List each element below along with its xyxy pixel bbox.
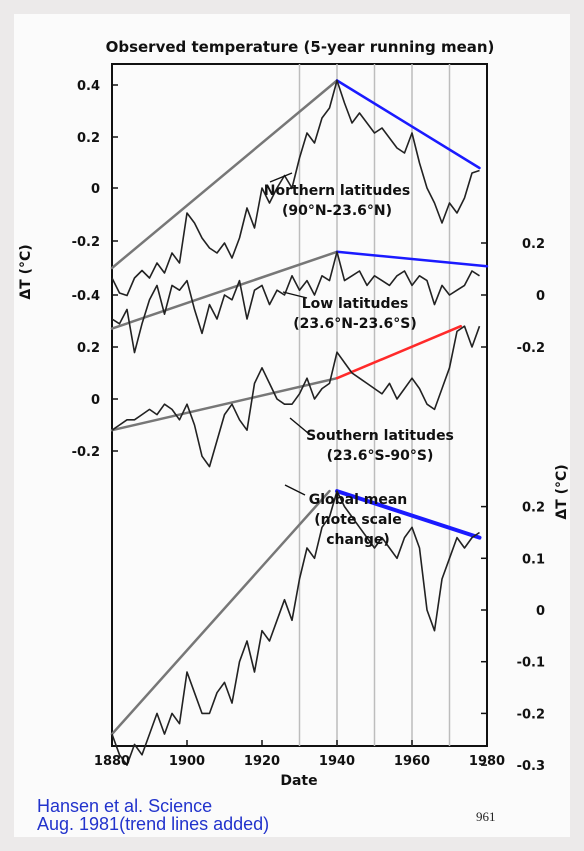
panel-label-northern-latitudes-2: (90°N-23.6°N) <box>282 203 392 219</box>
panel-label-global-mean-2: (note scale <box>314 512 401 528</box>
left-tick-label-1: 0.4 <box>77 79 100 94</box>
left-tick-label-5: -0.4 <box>72 289 100 304</box>
x-tick-label-1920: 1920 <box>244 754 280 769</box>
panel-label-southern-latitudes-1: Southern latitudes <box>306 428 454 444</box>
y-axis-label-right: ΔT (°C) <box>554 464 570 519</box>
left-tick-label-6: 0.2 <box>77 341 100 356</box>
right-low-tick-label-2: 0 <box>536 289 545 304</box>
page-number: 961 <box>476 809 496 824</box>
right-global-tick-label-2: 0.1 <box>522 552 545 567</box>
chart-title: Observed temperature (5-year running mea… <box>106 38 495 56</box>
right-global-tick-label-1: 0.2 <box>522 501 545 516</box>
caption-line-1: Hansen et al. Science <box>37 796 212 816</box>
left-tick-label-2: 0.2 <box>77 131 100 146</box>
right-low-tick-label-1: 0.2 <box>522 237 545 252</box>
left-tick-label-3: 0 <box>91 182 100 197</box>
panel-label-global-mean-1: Global mean <box>309 492 408 508</box>
trend-line-5 <box>110 376 339 432</box>
x-tick-label-1900: 1900 <box>169 754 205 769</box>
y-axis-label-left: ΔT (°C) <box>18 244 34 299</box>
x-tick-label-1980: 1980 <box>469 754 505 769</box>
trend-line-6 <box>335 324 462 380</box>
x-tick-label-1940: 1940 <box>319 754 355 769</box>
right-low-tick-label-3: -0.2 <box>517 341 545 356</box>
trend-line-4 <box>335 250 489 268</box>
leader-line-global-mean <box>284 484 306 496</box>
leader-line-southern-latitudes <box>289 417 309 434</box>
trend-line-1 <box>110 79 339 270</box>
trend-line-8 <box>335 489 482 540</box>
series-line-low-latitudes <box>111 251 480 354</box>
caption-line-2: Aug. 1981(trend lines added) <box>37 814 269 834</box>
right-global-tick-label-5: -0.2 <box>517 707 545 722</box>
trend-line-7 <box>110 489 331 736</box>
leader-line-northern-latitudes <box>269 172 293 183</box>
trend-line-3 <box>110 250 339 330</box>
trend-line-2 <box>335 79 481 170</box>
x-axis-label: Date <box>280 773 317 789</box>
panel-label-global-mean-3: change) <box>326 532 390 548</box>
right-global-tick-label-4: -0.1 <box>517 656 545 671</box>
leader-line-low-latitudes <box>282 291 308 299</box>
left-tick-label-7: 0 <box>91 393 100 408</box>
series-line-global-mean <box>111 490 480 766</box>
x-tick-label-1960: 1960 <box>394 754 430 769</box>
panel-label-low-latitudes-1: Low latitudes <box>302 296 409 312</box>
left-tick-label-8: -0.2 <box>72 445 100 460</box>
left-tick-label-4: -0.2 <box>72 235 100 250</box>
right-global-tick-label-3: 0 <box>536 604 545 619</box>
series-line-northern-latitudes <box>111 79 480 297</box>
panel-label-southern-latitudes-2: (23.6°S-90°S) <box>327 448 434 464</box>
right-global-tick-label-6: -0.3 <box>517 759 545 774</box>
series-line-southern-latitudes <box>111 325 481 468</box>
panel-label-low-latitudes-2: (23.6°N-23.6°S) <box>293 316 417 332</box>
panel-label-northern-latitudes-1: Northern latitudes <box>264 183 410 199</box>
x-tick-label-1880: 1880 <box>94 754 130 769</box>
